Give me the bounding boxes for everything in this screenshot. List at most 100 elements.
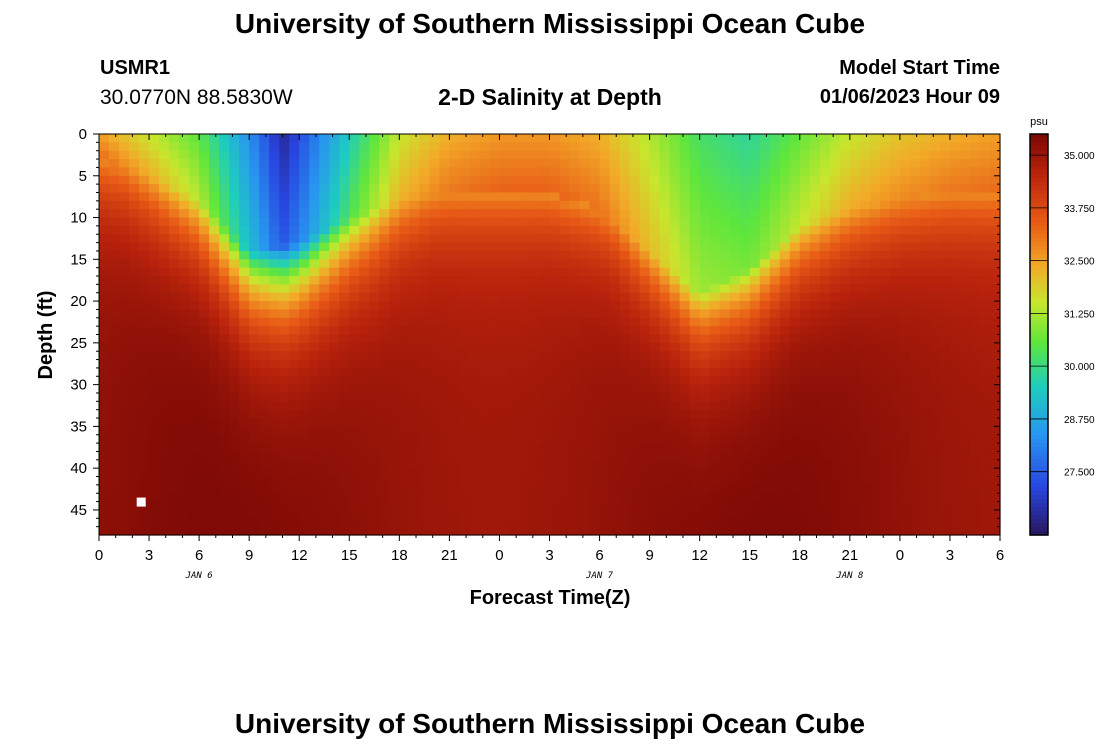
heatmap-cell — [459, 175, 471, 185]
heatmap-cell — [349, 192, 360, 202]
heatmap-cell — [589, 284, 601, 294]
heatmap-cell — [129, 384, 140, 394]
heatmap-cell — [519, 242, 531, 252]
heatmap-cell — [409, 209, 420, 219]
heatmap-cell — [659, 150, 671, 160]
heatmap-cell — [789, 284, 801, 294]
heatmap-cell — [709, 276, 721, 285]
heatmap-cell — [159, 142, 170, 152]
heatmap-cell — [909, 359, 921, 369]
heatmap-cell — [679, 367, 691, 377]
heatmap-cell — [119, 342, 130, 352]
heatmap-cell — [339, 301, 350, 311]
heatmap-cell — [459, 426, 471, 436]
heatmap-cell — [519, 134, 531, 143]
heatmap-cell — [369, 443, 380, 453]
heatmap-cell — [389, 200, 400, 210]
heatmap-cell — [629, 409, 641, 419]
heatmap-cell — [769, 184, 781, 194]
heatmap-cell — [269, 434, 280, 444]
colorbar-segment — [1030, 222, 1048, 227]
heatmap-cell — [159, 209, 170, 219]
heatmap-cell — [959, 493, 971, 503]
heatmap-cell — [969, 342, 981, 352]
heatmap-cell — [799, 392, 811, 402]
heatmap-cell — [719, 142, 731, 152]
heatmap-cell — [649, 334, 661, 344]
heatmap-cell — [329, 292, 340, 302]
heatmap-cell — [629, 351, 641, 361]
heatmap-cell — [399, 259, 410, 269]
heatmap-cell — [509, 326, 521, 336]
heatmap-cell — [739, 367, 751, 377]
heatmap-cell — [469, 225, 481, 235]
heatmap-cell — [739, 167, 751, 177]
heatmap-cell — [379, 409, 390, 419]
heatmap-cell — [599, 509, 611, 519]
heatmap-cell — [799, 418, 811, 427]
heatmap-cell — [709, 342, 721, 352]
heatmap-cell — [909, 142, 921, 152]
heatmap-cell — [799, 401, 811, 411]
heatmap-cell — [449, 459, 460, 469]
heatmap-cell — [689, 509, 701, 519]
heatmap-cell — [189, 367, 200, 377]
heatmap-cell — [479, 159, 491, 169]
heatmap-cell — [349, 234, 360, 244]
heatmap-cell — [889, 509, 901, 519]
heatmap-cell — [239, 351, 250, 361]
heatmap-cell — [869, 301, 881, 311]
heatmap-cell — [799, 292, 811, 302]
heatmap-cell — [839, 234, 851, 244]
heatmap-cell — [779, 468, 791, 478]
heatmap-cell — [219, 418, 230, 427]
heatmap-cell — [129, 142, 140, 152]
heatmap-cell — [819, 150, 831, 160]
heatmap-cell — [899, 200, 911, 210]
heatmap-cell — [219, 242, 230, 252]
heatmap-cell — [299, 184, 310, 194]
heatmap-cell — [969, 134, 981, 143]
heatmap-cell — [419, 392, 430, 402]
heatmap-cell — [589, 351, 601, 361]
heatmap-cell — [319, 309, 330, 319]
heatmap-cell — [439, 175, 450, 185]
heatmap-cell — [659, 443, 671, 453]
heatmap-cell — [979, 351, 991, 361]
heatmap-cell — [409, 342, 420, 352]
heatmap-cell — [519, 334, 531, 344]
heatmap-cell — [579, 292, 591, 302]
heatmap-cell — [269, 384, 280, 394]
heatmap-cell — [669, 142, 681, 152]
heatmap-cell — [189, 159, 200, 169]
heatmap-cell — [429, 518, 440, 528]
heatmap-cell — [209, 309, 220, 319]
heatmap-cell — [369, 184, 380, 194]
heatmap-cell — [959, 200, 971, 210]
heatmap-cell — [529, 301, 541, 311]
heatmap-cell — [189, 493, 200, 503]
heatmap-cell — [629, 250, 641, 260]
heatmap-cell — [129, 301, 140, 311]
heatmap-cell — [159, 225, 170, 235]
heatmap-cell — [849, 426, 861, 436]
heatmap-cell — [439, 234, 450, 244]
heatmap-cell — [249, 301, 260, 311]
heatmap-cell — [969, 409, 981, 419]
heatmap-cell — [369, 459, 380, 469]
heatmap-cell — [989, 301, 1001, 311]
heatmap-cell — [669, 317, 681, 327]
heatmap-cell — [909, 292, 921, 302]
heatmap-cell — [149, 292, 160, 302]
heatmap-cell — [489, 468, 501, 478]
heatmap-cell — [759, 401, 771, 411]
heatmap-cell — [649, 392, 661, 402]
heatmap-cell — [549, 359, 561, 369]
heatmap-cell — [539, 200, 551, 210]
heatmap-cell — [429, 334, 440, 344]
x-tick-label: 15 — [741, 547, 758, 564]
heatmap-cell — [489, 526, 501, 536]
heatmap-cell — [239, 484, 250, 494]
heatmap-cell — [109, 134, 120, 143]
heatmap-cell — [139, 351, 150, 361]
